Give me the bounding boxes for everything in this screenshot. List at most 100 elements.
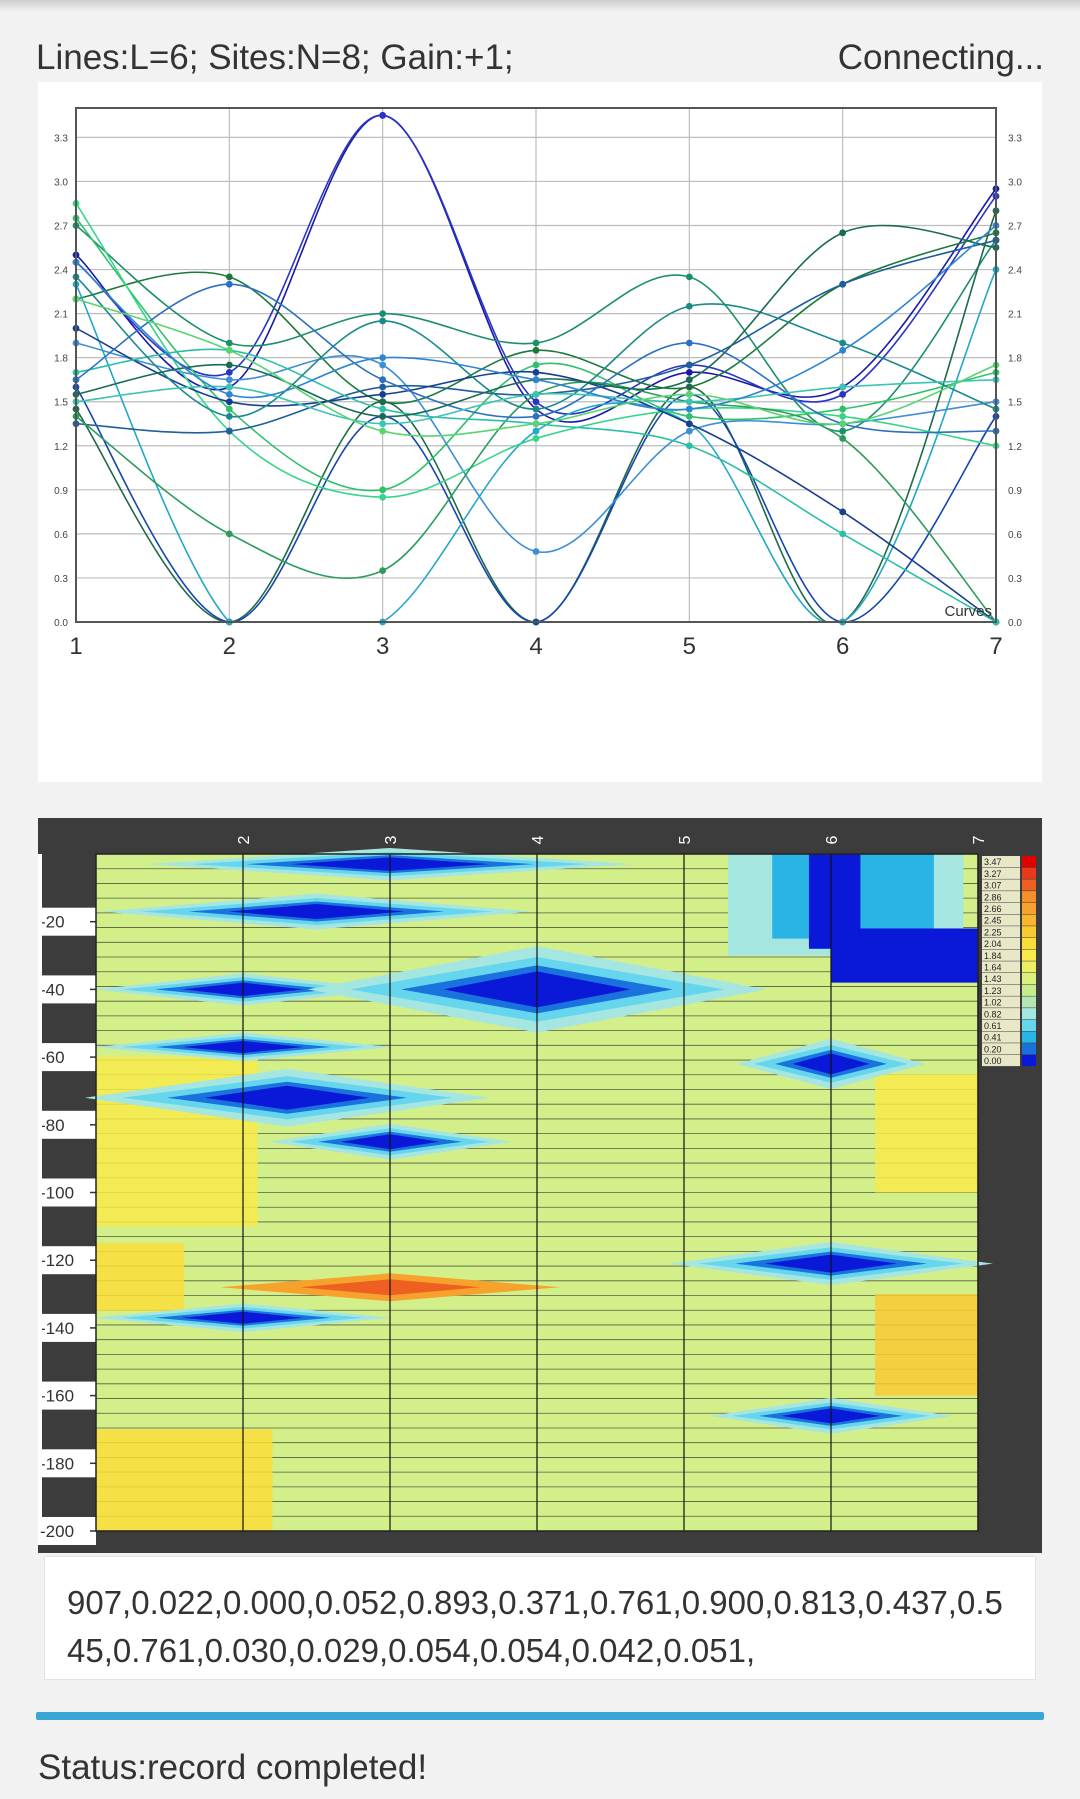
y-tick-label-left: 3.3 [54,133,68,144]
legend-label: 2.45 [984,916,1002,926]
data-point [532,413,540,420]
y-tick-label-right: 0.9 [1008,486,1022,497]
x-tick-label: 6 [836,633,849,660]
legend-swatch [1022,879,1036,891]
heat-y-tick-label: -20 [40,913,65,932]
data-point [532,339,540,347]
y-tick-label-left: 1.8 [54,354,68,365]
legend-swatch [1022,1054,1036,1067]
y-tick-label-left: 2.1 [54,310,68,321]
heat-y-tick-bg [38,1246,96,1275]
legend-label-bg [982,937,1020,950]
data-point [379,427,387,435]
data-point [532,420,540,428]
data-point [379,486,387,494]
y-tick-label-right: 1.8 [1008,354,1022,365]
data-point [225,427,233,435]
data-point [839,530,847,538]
data-point [225,390,233,398]
legend-label-bg [982,926,1020,938]
plot-frame [75,107,997,623]
curves-chart: 0.0 0.0 0.3 0.3 0.6 0.6 0.9 0.9 1.2 1.2 1.5 1.5 1.8 1… [38,82,1042,782]
data-point [379,398,387,406]
data-point [532,361,540,369]
data-output-box: 907,0.022,0.000,0.052,0.893,0.371,0.761,… [44,1556,1036,1680]
cool-region-core [228,904,405,920]
heat-y-tick-bg [38,1178,96,1207]
legend-label: 0.00 [984,1056,1002,1066]
y-tick-label-left: 3.0 [54,177,68,188]
legend-label: 3.47 [984,857,1002,867]
legend-swatch [1022,973,1036,985]
legend-label: 2.86 [984,892,1002,902]
legend-label: 2.04 [984,939,1002,949]
data-point [379,420,387,428]
y-tick-label-right: 1.2 [1008,442,1022,453]
legend-swatch [1022,1008,1036,1020]
warm-region [96,1243,185,1311]
warm-region [875,1294,978,1396]
data-point [685,405,693,413]
data-point [685,368,693,376]
heat-y-tick-label: -160 [40,1387,74,1406]
data-point [532,405,540,413]
y-tick-label-left: 2.7 [54,221,68,232]
data-point [532,548,540,555]
contour-heatmap: 2 3 4 5 6 7 -20 -40 -60 -80 -100 -120 -140 -160 -180 -2… [38,818,1042,1553]
legend-label: 1.43 [984,974,1002,984]
data-point [532,390,540,398]
data-point [839,229,847,237]
legend-label-bg [982,1008,1020,1020]
legend-label-bg [982,867,1020,879]
legend-label: 0.61 [984,1021,1002,1031]
data-point [379,310,387,317]
legend-label-bg [982,973,1020,985]
data-point [685,339,693,347]
data-point [225,339,233,347]
heat-y-tick-bg [38,1043,96,1072]
legend-label: 0.41 [984,1033,1002,1043]
heat-y-tick-label: -100 [40,1184,74,1203]
data-point [685,398,693,406]
data-point [379,361,387,369]
data-point [532,427,540,435]
legend-swatch [1022,914,1036,926]
data-point [685,383,693,391]
data-point [225,376,233,384]
data-point [685,427,693,435]
y-tick-label-left: 2.4 [54,266,68,277]
data-point [839,420,847,428]
heat-y-axis-strip [38,854,42,1531]
y-tick-label-left: 0.0 [54,618,68,629]
x-tick-label: 4 [529,633,542,660]
data-point [225,398,233,406]
legend-swatch [1022,1043,1036,1055]
y-tick-label-right: 0.3 [1008,574,1022,585]
legend-label-bg [982,856,1020,868]
heatmap-border [95,853,979,1532]
legend-label: 2.25 [984,927,1002,937]
data-point [225,368,233,376]
data-point [839,339,847,347]
heat-y-tick-label: -40 [40,980,65,999]
heat-y-tick-bg [38,1381,96,1410]
data-point [685,390,693,398]
data-point [685,273,693,281]
data-point [685,302,693,310]
y-tick-label-right: 0.0 [1008,618,1022,629]
data-point [839,413,847,420]
x-tick-label: 5 [683,633,696,660]
data-point [839,383,847,391]
legend-label-bg [982,949,1020,961]
y-tick-label-right: 2.7 [1008,221,1022,232]
legend-label-bg [982,902,1020,914]
heat-y-tick-bg [38,1313,96,1342]
legend-swatch [1022,996,1036,1008]
legend-label-bg [982,1043,1020,1055]
y-tick-label-right: 1.5 [1008,398,1022,409]
data-point [225,346,233,354]
legend-label: 0.82 [984,1009,1002,1019]
heat-x-tick-label: 6 [824,835,841,844]
legend-label-bg [982,961,1020,973]
data-point [379,317,387,325]
